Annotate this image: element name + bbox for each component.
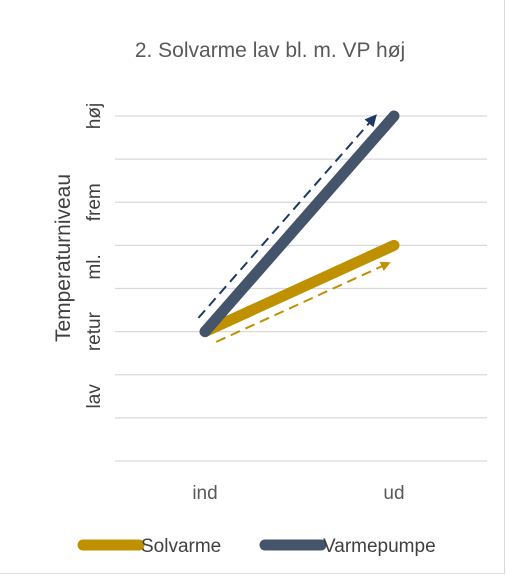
y-tick-label: frem [84, 183, 105, 221]
chart-title: 2. Solvarme lav bl. m. VP høj [135, 39, 405, 62]
legend-label-solvarme: Solvarme [141, 536, 221, 557]
dashed-arrow-solvarme [215, 261, 391, 343]
y-tick-label: lav [84, 384, 105, 409]
legend-label-varmepumpe: Varmepumpe [323, 536, 436, 557]
y-tick-label: høj [84, 103, 105, 129]
y-axis-label: Temperaturniveau [52, 174, 75, 342]
series-line-solvarme [199, 239, 400, 338]
x-tick-label: ind [192, 483, 217, 504]
series-line-varmepumpe [199, 110, 400, 338]
x-tick-label: ud [383, 483, 404, 504]
y-tick-label: retur [84, 311, 105, 351]
y-tick-label: ml. [84, 254, 105, 279]
dashed-arrow-varmepumpe [197, 114, 377, 319]
